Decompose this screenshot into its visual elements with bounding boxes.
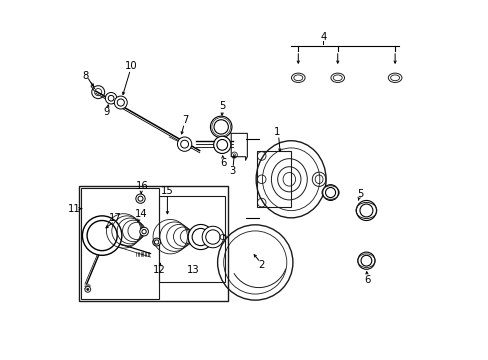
Circle shape [105,93,117,104]
Bar [81,188,159,300]
Circle shape [86,288,89,291]
Bar [159,196,225,282]
Circle shape [357,252,374,269]
Circle shape [140,227,148,236]
Text: 3: 3 [228,166,235,176]
Text: 16: 16 [136,181,148,192]
Text: 8: 8 [82,71,89,81]
Bar [257,151,290,207]
Circle shape [114,96,127,109]
Text: 2: 2 [258,260,264,270]
Circle shape [210,116,231,138]
Text: 5: 5 [356,189,363,199]
Text: 1: 1 [274,127,280,136]
Circle shape [152,238,160,246]
Circle shape [188,225,213,249]
Text: 4: 4 [320,32,326,42]
Text: 7: 7 [182,115,188,125]
Circle shape [177,137,191,151]
Text: 12: 12 [152,265,165,275]
Text: 11: 11 [68,204,81,214]
Text: 10: 10 [125,61,138,71]
Text: 15: 15 [161,186,173,196]
Circle shape [85,287,90,292]
Text: 17: 17 [109,213,122,222]
Circle shape [322,185,338,201]
Text: 6: 6 [363,275,369,285]
Circle shape [356,201,376,221]
Text: 14: 14 [135,209,147,219]
Circle shape [202,226,223,248]
Circle shape [136,194,145,203]
Text: 6: 6 [219,158,226,168]
Text: 9: 9 [103,107,109,117]
Circle shape [213,136,230,153]
Bar [79,186,227,301]
Text: 13: 13 [187,265,200,275]
Circle shape [82,216,122,255]
Text: 5: 5 [219,102,225,112]
